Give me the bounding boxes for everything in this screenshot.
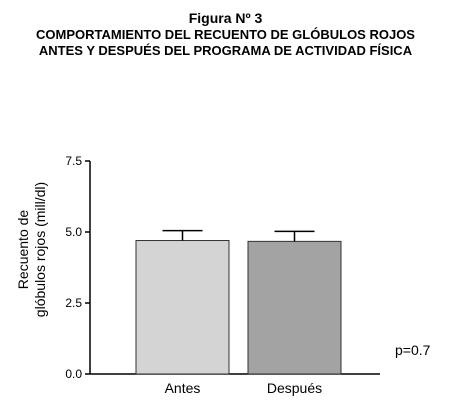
y-tick-label: 5.0 (65, 225, 82, 239)
y-axis-label-line: glóbulos rojos (mill/dl) (32, 182, 48, 317)
y-axis-label-line: Recuento de (15, 210, 31, 290)
bar-antes (135, 240, 230, 375)
x-tick-label: Después (267, 380, 322, 396)
y-axis-title: Recuento de glóbulos rojos (mill/dl) (15, 182, 48, 317)
chart-bars: Antes Después (135, 229, 342, 396)
p-value-annotation: p=0.7 (395, 342, 431, 358)
y-tick-label: 0.0 (65, 367, 82, 381)
figure-label: Figura Nº 3 (188, 10, 263, 26)
figure-title: COMPORTAMIENTO DEL RECUENTO DE GLÓBULOS … (36, 27, 415, 58)
x-tick-label: Antes (165, 380, 201, 396)
bar-después (247, 240, 342, 375)
y-tick-label: 2.5 (65, 296, 82, 310)
figure-title-block: Figura Nº 3 COMPORTAMIENTO DEL RECUENTO … (0, 10, 451, 59)
y-tick-label: 7.5 (65, 154, 82, 168)
